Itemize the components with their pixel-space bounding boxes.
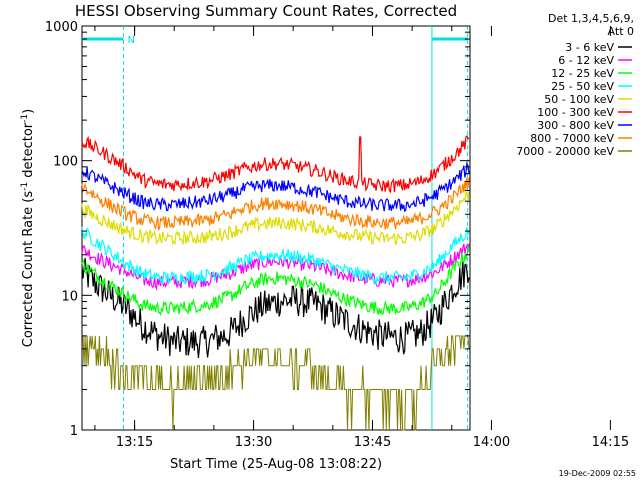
series-line-8 (81, 177, 470, 232)
x-axis-label: Start Time (25-Aug-08 13:08:22) (170, 457, 382, 472)
y-tick-label: 1 (70, 424, 78, 439)
legend-label: 300 - 800 keV (537, 119, 614, 132)
series-line-1 (81, 258, 470, 358)
series-line-6 (81, 134, 470, 194)
flag-label: N (127, 35, 134, 46)
legend-label: 7000 - 20000 keV (516, 145, 614, 158)
series-line-3 (81, 246, 470, 317)
series-line-4 (81, 226, 470, 286)
y-axis-label: Corrected Count Rate (s-1 detector-1) (20, 109, 36, 347)
x-tick-label: 13:45 (354, 435, 391, 450)
legend-label: 6 - 12 keV (558, 54, 614, 67)
x-tick-label: 13:30 (235, 435, 272, 450)
timestamp: 19-Dec-2009 02:55 (559, 469, 636, 478)
x-tick-label: 14:15 (592, 435, 629, 450)
legend-label: 100 - 300 keV (537, 106, 614, 119)
legend-header-line2: Att 0 (608, 25, 634, 38)
legend-label: 50 - 100 keV (544, 93, 614, 106)
legend-label: 12 - 25 keV (551, 67, 614, 80)
axes-group: 110100100013:1513:3013:4514:0014:1514:30… (45, 20, 629, 450)
chart-title: HESSI Observing Summary Count Rates, Cor… (75, 2, 457, 20)
y-tick-label: 10 (61, 289, 78, 304)
x-tick-label: 14:00 (473, 435, 510, 450)
plot-frame (81, 25, 471, 431)
legend-label: 3 - 6 keV (565, 41, 614, 54)
series-line-5 (81, 191, 470, 246)
series-line-7 (81, 161, 470, 213)
x-tick-label: 13:15 (116, 435, 153, 450)
series-line-9 (82, 335, 470, 431)
y-tick-label: 1000 (45, 20, 78, 35)
y-tick-label: 100 (53, 155, 78, 170)
marks-group: N (81, 26, 470, 431)
legend-label: 800 - 7000 keV (530, 132, 614, 145)
legend-label: 25 - 50 keV (551, 80, 614, 93)
legend-header-line1: Det 1,3,4,5,6,9, (548, 12, 634, 25)
